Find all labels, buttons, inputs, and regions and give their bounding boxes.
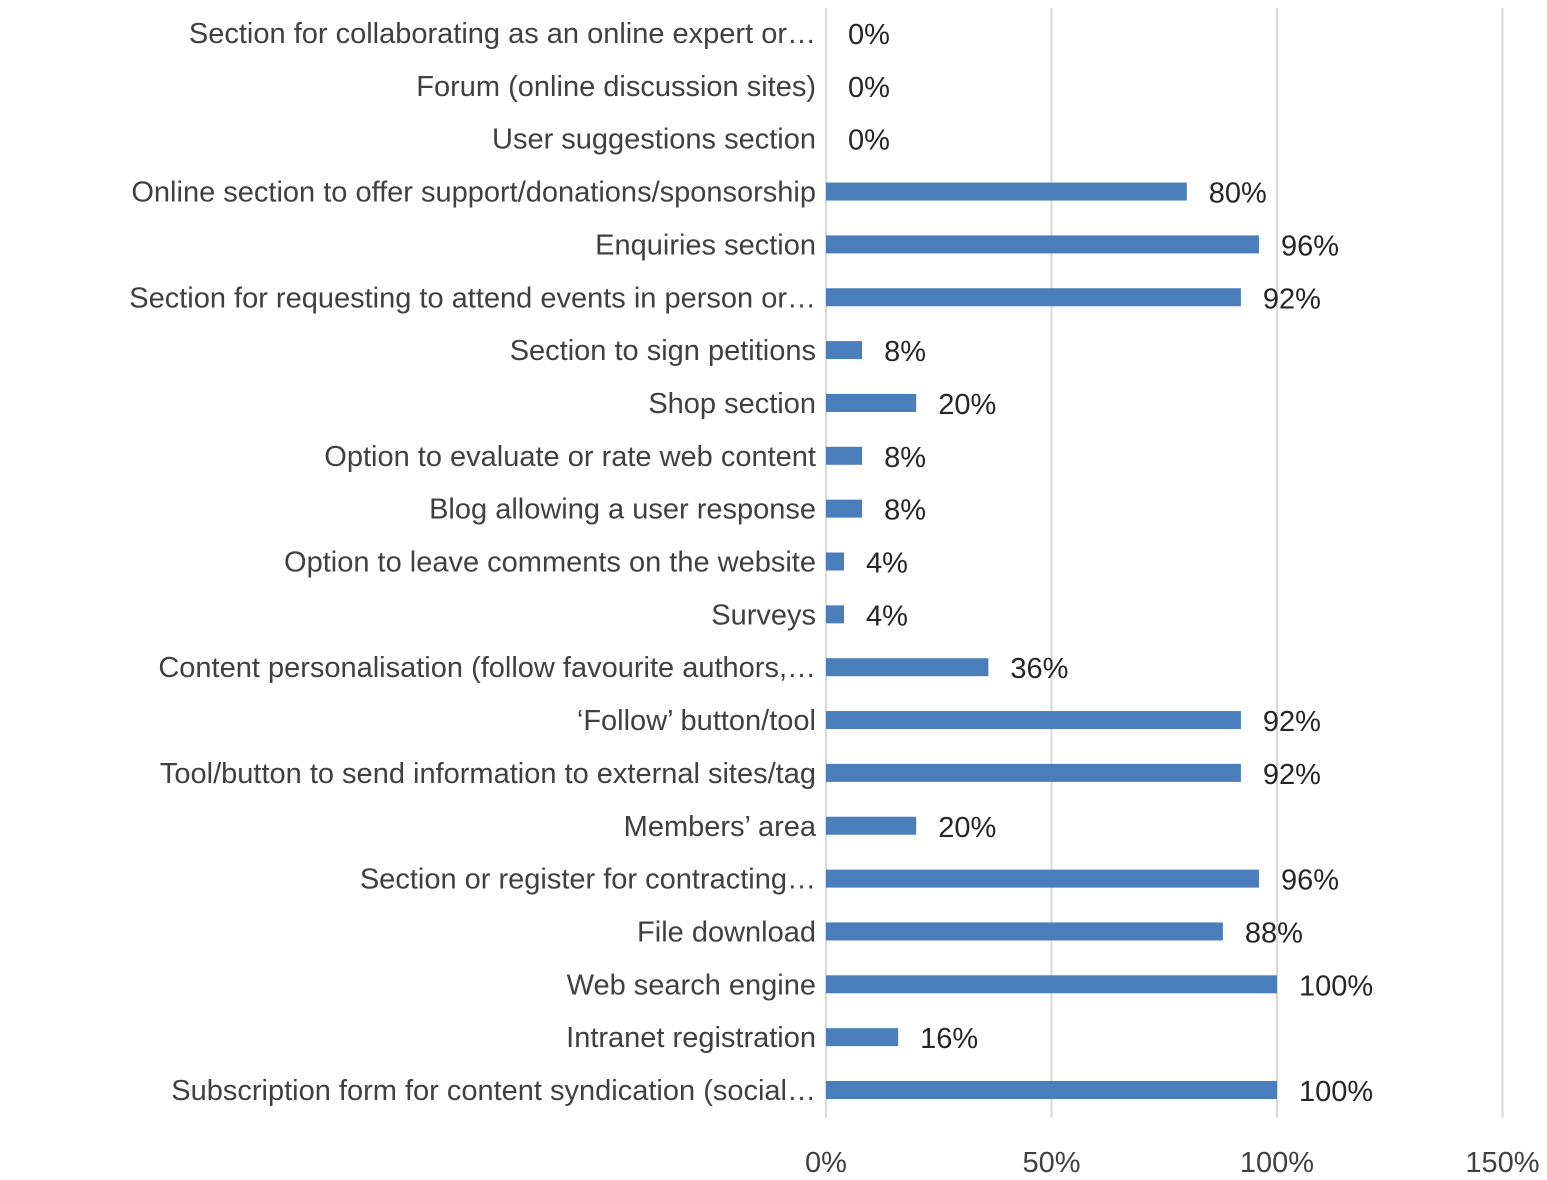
bar [826, 711, 1241, 730]
category-labels: Section for collaborating as an online e… [129, 18, 817, 1107]
data-label: 88% [1245, 917, 1303, 949]
data-label: 20% [938, 812, 996, 844]
bar [826, 1081, 1277, 1099]
x-tick-label: 150% [1465, 1147, 1539, 1179]
category-label: Members’ area [624, 811, 817, 843]
bar [826, 816, 917, 835]
data-label: 0% [848, 72, 890, 104]
x-tick-label: 100% [1240, 1147, 1314, 1179]
data-label: 4% [866, 548, 908, 580]
category-label: Section for requesting to attend events … [129, 282, 816, 314]
category-label: Shop section [648, 388, 816, 420]
x-axis-tick-labels: 0% 50% 100% 150% [805, 1147, 1540, 1179]
data-label: 4% [866, 600, 908, 632]
data-label: 80% [1209, 178, 1267, 210]
category-label: Web search engine [567, 969, 816, 1001]
bar [826, 975, 1277, 994]
bar [826, 341, 863, 360]
data-label: 100% [1299, 970, 1373, 1002]
data-label: 8% [884, 495, 926, 527]
bar [826, 763, 1241, 782]
bar [826, 446, 863, 465]
bar [826, 288, 1241, 307]
data-label: 96% [1281, 230, 1339, 262]
gridlines [825, 8, 1504, 1118]
bar [826, 499, 863, 518]
category-label: Online section to offer support/donation… [131, 177, 816, 209]
category-label: Intranet registration [566, 1022, 816, 1054]
data-label: 100% [1299, 1076, 1373, 1108]
data-label: 8% [884, 442, 926, 474]
x-tick-label: 50% [1022, 1147, 1080, 1179]
category-label: Content personalisation (follow favourit… [158, 652, 816, 684]
category-label: Section to sign petitions [510, 335, 816, 367]
bar [826, 605, 845, 624]
data-label: 92% [1263, 759, 1321, 791]
data-label: 96% [1281, 865, 1339, 897]
data-label: 36% [1010, 653, 1068, 685]
category-label: Option to leave comments on the website [284, 547, 816, 579]
bar [826, 552, 845, 571]
category-label: Blog allowing a user response [429, 494, 816, 526]
data-label: 92% [1263, 283, 1321, 315]
category-label: File download [637, 916, 816, 948]
category-label: Subscription form for content syndicatio… [171, 1075, 816, 1107]
data-labels: 0% 0% 0% 80% 96% 92% 8% 20% 8% 8% 4% 4% 36% 92% 92% 20%… [848, 19, 1373, 1108]
category-label: Option to evaluate or rate web content [324, 441, 816, 473]
bar [826, 658, 989, 677]
category-label: Tool/button to send information to exter… [160, 758, 816, 790]
category-label: Forum (online discussion sites) [416, 71, 816, 103]
data-label: 20% [938, 389, 996, 421]
category-label: Section or register for contracting… [360, 864, 816, 896]
category-label: ‘Follow’ button/tool [577, 705, 816, 737]
bar [826, 1028, 899, 1047]
category-label: Enquiries section [595, 229, 816, 261]
bar [826, 235, 1259, 254]
x-tick-label: 0% [805, 1147, 847, 1179]
data-label: 16% [920, 1023, 978, 1055]
bars [826, 182, 1277, 1099]
bar [826, 182, 1187, 201]
data-label: 92% [1263, 706, 1321, 738]
category-label: User suggestions section [492, 124, 816, 156]
data-label: 0% [848, 125, 890, 157]
category-label: Section for collaborating as an online e… [189, 18, 816, 50]
category-label: Surveys [711, 599, 816, 631]
data-label: 8% [884, 336, 926, 368]
bar [826, 869, 1259, 888]
data-label: 0% [848, 19, 890, 51]
bar [826, 393, 917, 412]
bar [826, 922, 1223, 941]
